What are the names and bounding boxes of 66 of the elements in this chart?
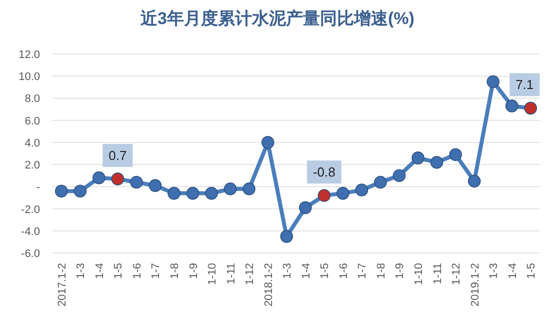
point [392,169,406,182]
point [430,156,444,169]
point [355,184,368,196]
point [186,186,200,200]
y-tick-label: -6.0 [21,248,40,260]
x-tick-label: 1-4 [94,263,106,279]
point [261,136,274,149]
x-tick-label: 1-10 [413,263,425,286]
point [74,184,87,198]
y-tick-label: -2.0 [21,204,40,216]
point [130,176,143,189]
y-tick-label: 12.0 [18,49,40,61]
y-tick-label: 10.0 [18,71,40,84]
x-tick-label: 2018.1-2 [262,263,275,306]
point [92,171,106,184]
point [298,201,312,214]
point [318,189,331,202]
x-tick-label: 1-6 [131,263,144,279]
y-tick-label: 2.0 [24,160,40,172]
point [468,174,481,188]
point [524,102,538,115]
x-tick-label: 1-10 [206,263,219,286]
x-tick-label: 1-12 [450,263,463,286]
x-tick-label: 1-5 [526,263,538,279]
x-tick-label: 1-8 [169,263,181,279]
point [205,186,218,200]
x-tick-label: 1-11 [432,263,444,284]
point [374,176,387,189]
x-tick-label: 1-7 [356,263,369,279]
x-tick-label: 2017.1-2 [56,263,68,306]
x-tick-label: 1-3 [75,263,88,279]
y-tick-label: 4.0 [24,137,40,150]
point [242,182,256,196]
x-tick-label: 1-3 [282,263,294,279]
x-tick-label: 1-4 [300,263,312,279]
data-label: 7.1 [516,77,534,92]
point [54,184,68,198]
x-tick-label: 1-9 [188,263,200,279]
x-tick-label: 2019.1-2 [469,263,482,306]
point [449,148,462,162]
point [486,75,500,88]
x-tick-label: 1-11 [225,263,238,284]
y-tick-label: 8.0 [24,93,40,106]
point [168,186,180,200]
point [336,186,350,200]
y-tick-label: 6.0 [24,115,40,128]
point [505,100,518,112]
point [280,230,294,243]
point [111,172,124,186]
x-tick-label: 1-12 [244,263,256,286]
data-label: -0.8 [312,164,336,180]
x-tick-label: 1-5 [112,263,125,279]
x-tick-label: 1-9 [394,263,406,279]
x-tick-label: 1-3 [488,263,500,279]
point [412,152,424,164]
x-tick-label: 1-7 [150,263,162,279]
x-tick-label: 1-5 [319,263,332,279]
y-tick-label: - [36,182,40,194]
data-label: 0.7 [108,148,127,163]
y-tick-label: -4.0 [21,226,40,238]
x-tick-label: 1-6 [338,263,350,279]
point [148,179,162,192]
chart-title: 近3年月度累计水泥产量同比增速(%) [140,9,414,28]
x-tick-label: 1-8 [375,263,388,279]
point [224,182,237,196]
x-tick-label: 1-4 [506,263,519,279]
